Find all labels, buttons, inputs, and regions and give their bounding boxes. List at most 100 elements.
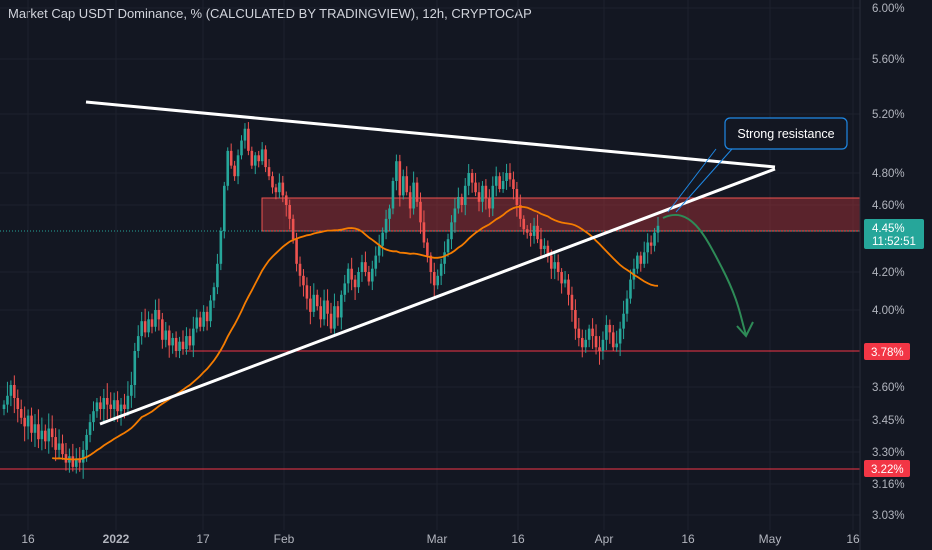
candle xyxy=(501,172,505,193)
candle-body xyxy=(488,198,491,209)
candle-body xyxy=(646,242,649,253)
y-tick-label: 4.20% xyxy=(872,267,905,279)
candle xyxy=(23,406,26,442)
y-tick-label: 4.80% xyxy=(872,168,905,180)
candle-body xyxy=(477,192,481,202)
candle-body xyxy=(446,239,450,253)
candle-body xyxy=(291,218,295,240)
candle-body xyxy=(360,262,364,272)
candle-body xyxy=(371,268,374,282)
candle xyxy=(343,274,347,302)
callout-pointer-2 xyxy=(675,148,733,213)
candle xyxy=(171,333,174,354)
candle xyxy=(64,442,68,471)
candle-body xyxy=(102,398,106,409)
candle-body xyxy=(171,337,174,346)
candle-body xyxy=(636,255,639,269)
candle xyxy=(192,316,195,358)
candle-body xyxy=(508,173,512,180)
candle xyxy=(419,192,422,234)
candle-body xyxy=(501,181,505,189)
candle xyxy=(340,290,343,330)
candle xyxy=(656,217,660,243)
zones xyxy=(0,197,861,470)
candle xyxy=(374,246,378,277)
candle xyxy=(432,262,436,297)
candle-body xyxy=(50,428,54,438)
candle-body xyxy=(474,182,477,193)
candle xyxy=(181,330,185,355)
candle-body xyxy=(587,328,591,340)
candle xyxy=(19,399,23,425)
candle-body xyxy=(553,262,557,269)
candle-body xyxy=(112,400,116,409)
candle xyxy=(457,187,460,214)
x-tick-label: 17 xyxy=(196,532,210,546)
candle-body xyxy=(577,328,581,338)
candle-body xyxy=(622,313,625,329)
candle xyxy=(618,321,622,357)
candle-body xyxy=(240,140,243,156)
candle xyxy=(236,149,240,185)
candle-body xyxy=(319,306,322,320)
candle-body xyxy=(340,294,343,318)
candle-body xyxy=(312,294,316,312)
candle xyxy=(40,417,44,451)
candle xyxy=(164,321,168,348)
candle xyxy=(291,214,295,244)
candle-body xyxy=(109,404,113,409)
candle xyxy=(508,163,512,187)
candle xyxy=(281,175,285,203)
candle-body xyxy=(154,310,157,327)
candle-body xyxy=(443,252,446,264)
candle xyxy=(109,392,113,419)
candle xyxy=(474,172,477,197)
candle-body xyxy=(278,182,281,193)
candle-body xyxy=(19,409,23,418)
y-tick-label: 5.20% xyxy=(872,109,905,121)
candle xyxy=(9,380,13,407)
projection-arrow xyxy=(662,213,754,338)
candle-body xyxy=(512,179,515,189)
candle xyxy=(350,257,353,291)
y-tick-label: 3.60% xyxy=(872,382,905,394)
candle-body xyxy=(305,285,309,299)
candle xyxy=(188,328,192,350)
candle-body xyxy=(140,321,143,337)
candle-body xyxy=(653,232,656,246)
candle xyxy=(560,268,563,294)
candle xyxy=(567,274,570,306)
candle-body xyxy=(388,208,391,219)
candle xyxy=(81,441,85,479)
candle xyxy=(95,397,99,418)
candle-body xyxy=(9,385,13,396)
candle-body xyxy=(350,268,353,280)
candle xyxy=(422,210,426,248)
candle xyxy=(298,256,302,287)
candle-body xyxy=(161,319,164,340)
candle xyxy=(222,181,226,239)
candle-body xyxy=(164,330,168,340)
candle-body xyxy=(130,385,133,396)
candle xyxy=(467,164,470,196)
countdown-timer: 11:52:51 xyxy=(872,236,916,248)
candle-body xyxy=(136,336,140,351)
candle xyxy=(460,193,464,213)
trendlines xyxy=(85,100,776,426)
candle-body xyxy=(429,255,433,272)
candle xyxy=(312,283,316,317)
candle xyxy=(426,238,429,263)
candle-body xyxy=(618,328,622,344)
candle-body xyxy=(505,173,508,181)
candle-body xyxy=(615,343,618,348)
candle xyxy=(284,191,288,217)
candle xyxy=(594,324,598,355)
candle xyxy=(264,145,267,173)
candle-body xyxy=(78,458,82,463)
moving-average-line xyxy=(52,205,659,461)
price-axis[interactable] xyxy=(859,0,932,550)
y-tick-label: 3.03% xyxy=(872,510,905,522)
candle-body xyxy=(88,422,92,435)
